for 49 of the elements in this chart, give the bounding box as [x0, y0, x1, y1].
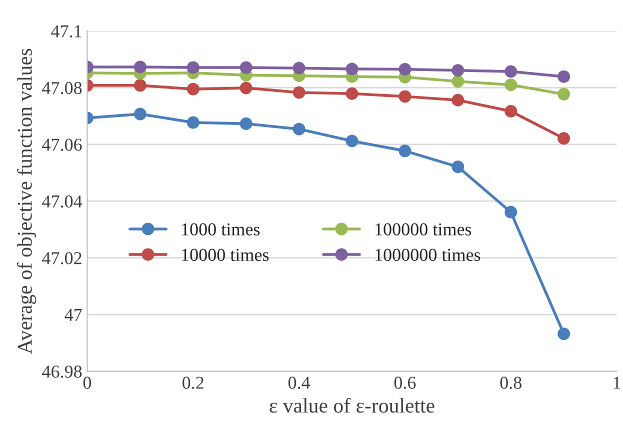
- point: [398, 144, 412, 158]
- point: [240, 117, 252, 130]
- legend-label: 1000000 times: [376, 248, 480, 261]
- point: [558, 132, 570, 145]
- point: [504, 78, 518, 92]
- point: [504, 206, 518, 218]
- x-tick-label: 0.6: [394, 376, 416, 389]
- y-tick-label: 47.06: [42, 138, 82, 151]
- y-tick-label: 46.98: [42, 366, 82, 378]
- x-tick-label: 1: [614, 376, 620, 389]
- point: [346, 62, 358, 76]
- point: [452, 94, 464, 106]
- x-tick-label: 0.8: [500, 376, 522, 389]
- legend-label: 1000 times: [182, 223, 260, 236]
- point: [558, 328, 570, 340]
- point: [452, 64, 464, 77]
- point: [292, 122, 306, 136]
- point: [186, 82, 200, 96]
- point: [134, 79, 146, 92]
- point: [134, 108, 146, 120]
- point: [240, 61, 252, 74]
- point: [452, 160, 464, 174]
- point: [346, 87, 358, 100]
- x-tick-label: 0.4: [288, 376, 310, 389]
- legend-label: 10000 times: [182, 248, 269, 261]
- x-axis-title: ε value of ε-roulette: [270, 398, 434, 413]
- y-tick-label: 47.04: [42, 195, 82, 208]
- point: [398, 62, 412, 76]
- x-tick-label: 0.2: [182, 376, 204, 389]
- point: [186, 61, 200, 74]
- point: [240, 82, 252, 94]
- point: [292, 86, 306, 99]
- point: [292, 62, 306, 74]
- point: [346, 134, 358, 148]
- y-axis-title: Average of objective function values: [17, 48, 36, 354]
- y-tick-label: 47.1: [51, 25, 82, 38]
- point: [186, 116, 200, 129]
- point: [134, 60, 146, 74]
- y-tick-label: 47.08: [42, 82, 82, 94]
- point: [504, 65, 518, 78]
- point: [504, 104, 518, 118]
- x-tick-label: 0: [83, 376, 92, 389]
- point: [452, 75, 464, 88]
- legend-label: 100000 times: [376, 223, 472, 236]
- y-tick-label: 47: [64, 308, 82, 321]
- point: [558, 88, 570, 100]
- point: [558, 70, 570, 83]
- y-tick-label: 47.02: [42, 252, 82, 264]
- point: [398, 90, 412, 103]
